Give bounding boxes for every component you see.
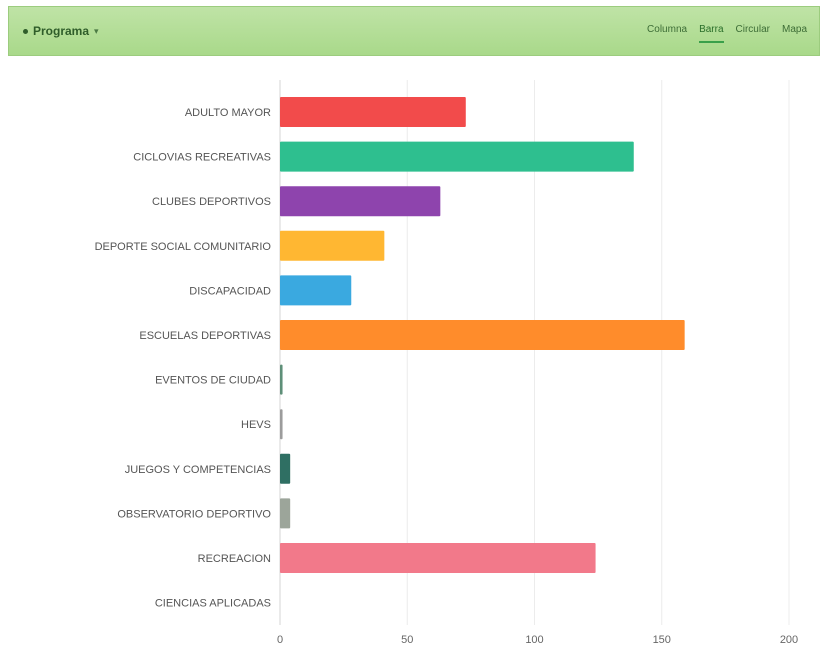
category-label: CLUBES DEPORTIVOS <box>152 196 271 208</box>
category-label: ESCUELAS DEPORTIVAS <box>139 330 271 342</box>
chart-type-tabs: Columna Barra Circular Mapa <box>647 24 807 43</box>
category-label: CIENCIAS APLICADAS <box>155 598 271 610</box>
category-label: CICLOVIAS RECREATIVAS <box>133 152 271 164</box>
x-tick-label: 100 <box>525 634 543 646</box>
bar-clubes-deportivos[interactable] <box>280 186 441 217</box>
category-label: ADULTO MAYOR <box>185 107 271 119</box>
bar-recreacion[interactable] <box>280 543 596 573</box>
tab-columna[interactable]: Columna <box>647 24 688 35</box>
bar-observatorio-deportivo[interactable] <box>280 498 291 529</box>
bar-discapacidad[interactable] <box>280 275 352 306</box>
tab-circular[interactable]: Circular <box>735 24 770 35</box>
programa-label: Programa <box>33 24 90 38</box>
category-label: RECREACION <box>198 553 271 565</box>
chevron-down-icon: ▾ <box>94 25 99 36</box>
category-label: OBSERVATORIO DEPORTIVO <box>117 508 271 520</box>
bar-adulto-mayor[interactable] <box>280 97 466 127</box>
x-tick-label: 200 <box>780 634 798 646</box>
chart-toolbar: Programa ▾ Columna Barra Circular Mapa <box>8 6 820 56</box>
bar-juegos-y-competencias[interactable] <box>280 453 291 484</box>
bar-escuelas-deportivas[interactable] <box>280 320 685 350</box>
bar-chart: ADULTO MAYOR CICLOVIAS RECREATIVAS CLUBES … <box>95 80 798 646</box>
programa-dropdown[interactable]: Programa ▾ <box>23 24 99 38</box>
bar-ciclovias-recreativas[interactable] <box>280 141 634 172</box>
category-label: DISCAPACIDAD <box>189 285 271 297</box>
bar-deporte-social-comunitario[interactable] <box>280 230 385 261</box>
category-label: HEVS <box>241 419 271 431</box>
x-tick-label: 0 <box>277 634 283 646</box>
tab-barra[interactable]: Barra <box>699 24 724 43</box>
bar-eventos-de-ciudad[interactable] <box>280 364 283 395</box>
tab-mapa[interactable]: Mapa <box>781 24 807 35</box>
category-label: EVENTOS DE CIUDAD <box>155 375 271 387</box>
category-label: JUEGOS Y COMPETENCIAS <box>125 464 271 476</box>
bullet-icon <box>23 28 28 34</box>
x-tick-label: 50 <box>401 634 413 646</box>
x-tick-label: 150 <box>653 634 671 646</box>
bar-hevs[interactable] <box>280 409 283 440</box>
category-label: DEPORTE SOCIAL COMUNITARIO <box>95 241 272 253</box>
